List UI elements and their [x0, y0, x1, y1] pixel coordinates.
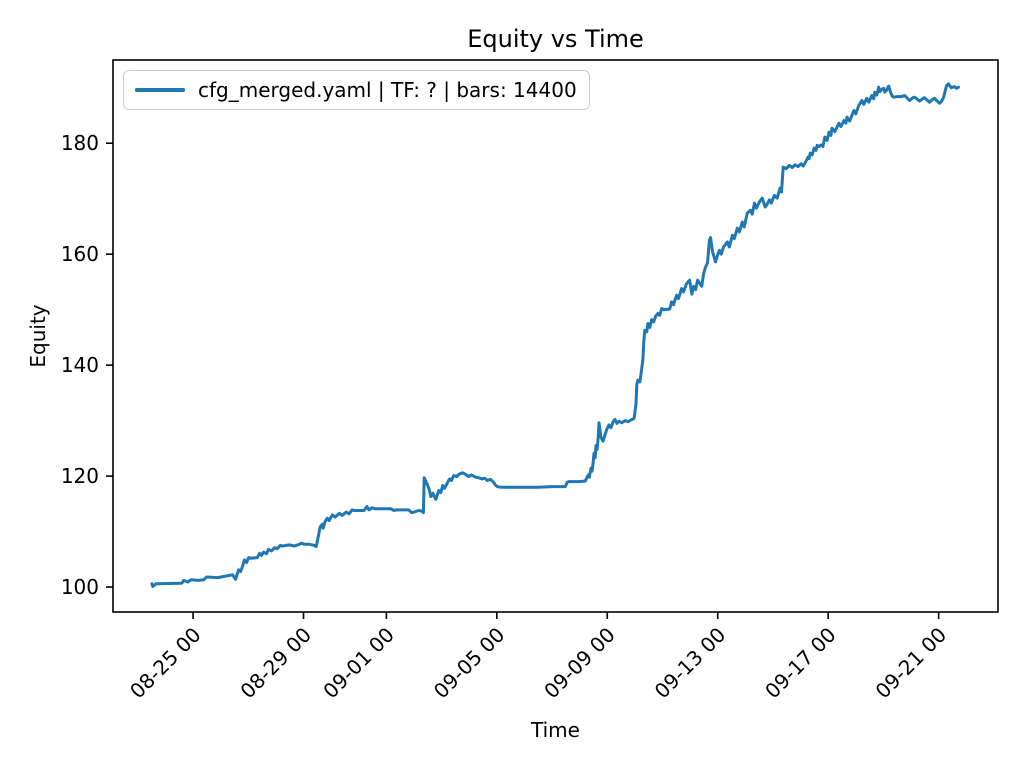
y-tick-label: 100	[61, 575, 99, 599]
legend-box: cfg_merged.yaml | TF: ? | bars: 14400	[123, 70, 590, 110]
y-axis-label: Equity	[26, 304, 50, 368]
x-tick-label: 09-09 00	[539, 623, 620, 704]
y-tick-label: 180	[61, 131, 99, 155]
x-tick-label: 09-17 00	[760, 623, 841, 704]
axes-spines	[112, 59, 999, 613]
legend-line-sample-icon	[135, 88, 185, 92]
x-tick-label: 09-13 00	[650, 623, 731, 704]
x-tick-label: 09-21 00	[871, 623, 952, 704]
y-tick-label: 120	[61, 464, 99, 488]
x-tick-label: 08-29 00	[236, 623, 317, 704]
y-tick-label: 140	[61, 353, 99, 377]
equity-series-line	[150, 82, 960, 588]
x-tick-label: 09-01 00	[318, 623, 399, 704]
y-tick-label: 160	[61, 242, 99, 266]
chart-title: Equity vs Time	[467, 25, 644, 53]
x-tick-label: 08-25 00	[125, 623, 206, 704]
legend-label: cfg_merged.yaml | TF: ? | bars: 14400	[198, 78, 577, 102]
x-axis-label: Time	[531, 718, 580, 742]
x-tick-label: 09-05 00	[429, 623, 510, 704]
